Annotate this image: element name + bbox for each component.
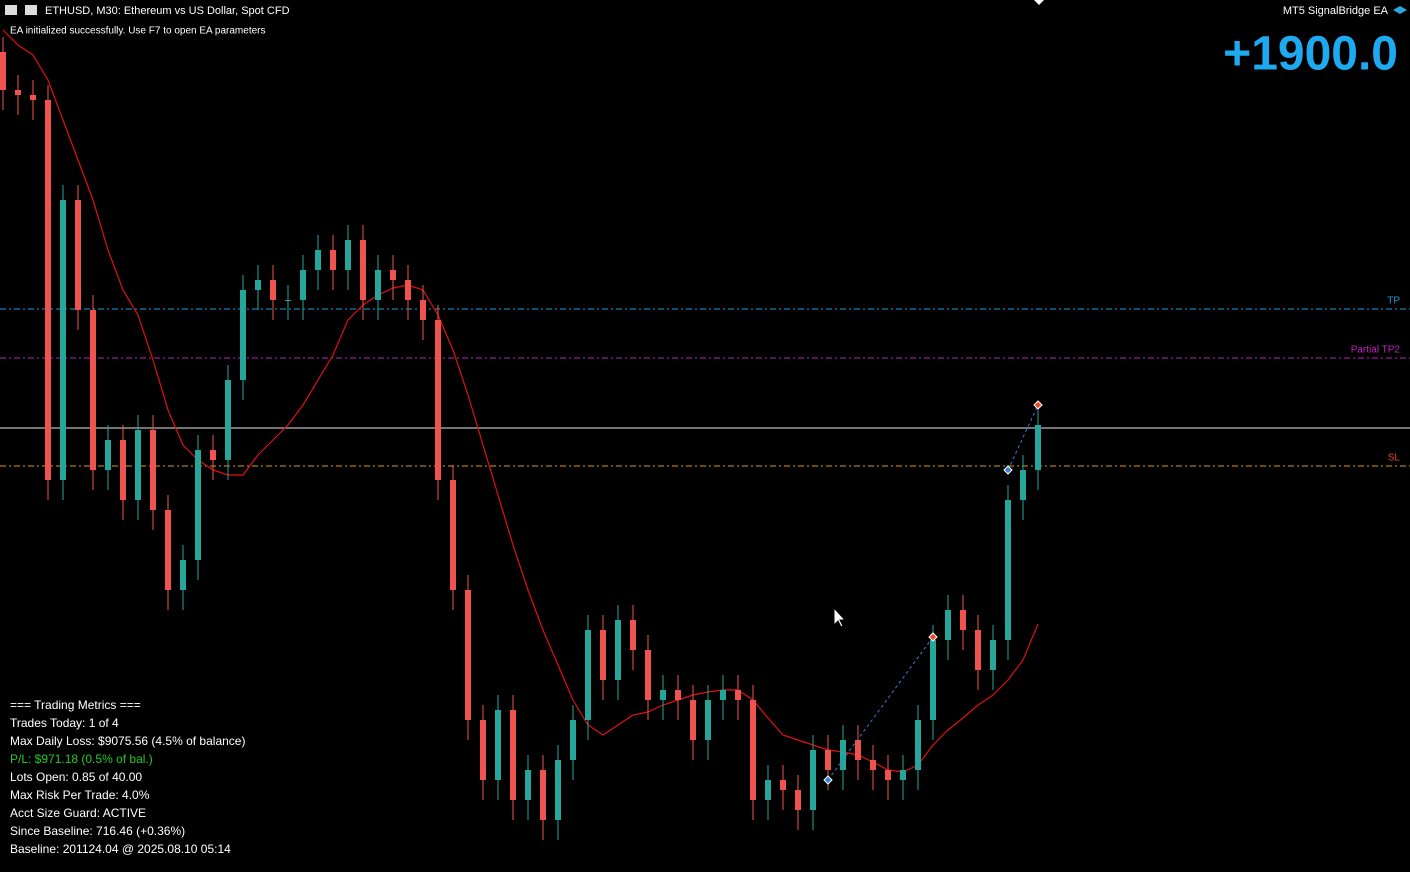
candle-body <box>780 780 786 790</box>
trade-entry <box>1003 465 1013 475</box>
candle-body <box>270 280 276 300</box>
ea-icon[interactable] <box>1393 6 1407 14</box>
candle-body <box>30 95 36 100</box>
candle-body <box>255 280 261 290</box>
chart-icon[interactable] <box>25 5 37 15</box>
trade-exit <box>928 632 938 642</box>
candle-body <box>315 250 321 270</box>
candle-body <box>1005 500 1011 640</box>
candle-body <box>120 440 126 500</box>
candle-body <box>45 100 51 480</box>
candle-body <box>675 690 681 700</box>
candle-body <box>1020 470 1026 500</box>
candle-body <box>810 750 816 810</box>
candle-body <box>630 620 636 650</box>
candle-body <box>330 250 336 270</box>
candle-body <box>525 770 531 800</box>
candle-body <box>135 430 141 500</box>
candle-body <box>1035 425 1041 470</box>
candle-body <box>585 630 591 720</box>
candle-body <box>840 740 846 770</box>
metric-line: Max Daily Loss: $9075.56 (4.5% of balanc… <box>10 734 245 748</box>
candle-body <box>945 610 951 640</box>
menu-icon[interactable] <box>5 5 17 15</box>
candle-body <box>795 790 801 810</box>
candle-body <box>225 380 231 460</box>
candle-body <box>210 450 216 460</box>
scroll-marker <box>1034 0 1044 5</box>
candle-body <box>150 430 156 510</box>
candle-body <box>435 320 441 480</box>
candle-body <box>240 290 246 380</box>
candle-body <box>900 770 906 780</box>
candle-body <box>975 630 981 670</box>
candle-body <box>615 620 621 680</box>
candle-body <box>555 760 561 820</box>
metrics-title: === Trading Metrics === <box>10 698 141 712</box>
metric-line: Lots Open: 0.85 of 40.00 <box>10 770 142 784</box>
candle-body <box>495 710 501 780</box>
candle-body <box>915 720 921 770</box>
candle-body <box>450 480 456 590</box>
candle-body <box>660 690 666 700</box>
candle-body <box>870 760 876 770</box>
candle-body <box>990 640 996 670</box>
candle-body <box>165 510 171 590</box>
trade-exit <box>1033 400 1043 410</box>
candle-body <box>90 310 96 470</box>
metric-line: Baseline: 201124.04 @ 2025.08.10 05:14 <box>10 842 231 856</box>
candle-body <box>180 560 186 590</box>
candle-body <box>75 200 81 310</box>
candle-body <box>405 280 411 300</box>
candle-body <box>0 52 6 90</box>
candle-body <box>735 690 741 700</box>
candle-body <box>570 720 576 760</box>
candle-body <box>510 710 516 800</box>
metric-line: Since Baseline: 716.46 (+0.36%) <box>10 824 185 838</box>
candle-body <box>60 200 66 480</box>
ea-name: MT5 SignalBridge EA <box>1283 5 1389 17</box>
metric-line: P/L: $971.18 (0.5% of bal.) <box>10 752 153 766</box>
symbol-title: ETHUSD, M30: Ethereum vs US Dollar, Spot… <box>45 5 290 17</box>
candle-body <box>465 590 471 720</box>
candle-body <box>195 450 201 560</box>
candle-body <box>15 90 21 95</box>
candle-body <box>765 780 771 800</box>
candle-body <box>480 720 486 780</box>
level-label: SL <box>1388 453 1401 464</box>
candle-body <box>600 630 606 680</box>
candle-body <box>720 690 726 700</box>
candle-body <box>930 640 936 720</box>
metric-line: Acct Size Guard: ACTIVE <box>10 806 146 820</box>
candle-body <box>420 300 426 320</box>
candle-body <box>105 440 111 470</box>
candle-body <box>390 270 396 280</box>
level-label: Partial TP2 <box>1351 345 1401 356</box>
candle-body <box>300 270 306 300</box>
profit-display: +1900.0 <box>1223 28 1398 81</box>
metric-line: Trades Today: 1 of 4 <box>10 716 119 730</box>
metric-line: Max Risk Per Trade: 4.0% <box>10 788 150 802</box>
status-message: EA initialized successfully. Use F7 to o… <box>10 26 266 37</box>
candle-body <box>960 610 966 630</box>
mouse-cursor <box>833 606 847 628</box>
level-label: TP <box>1387 296 1400 307</box>
candle-body <box>825 750 831 770</box>
candle-body <box>375 270 381 300</box>
candle-body <box>705 700 711 740</box>
candle-body <box>345 240 351 270</box>
candle-body <box>540 770 546 820</box>
candle-body <box>645 650 651 700</box>
candle-body <box>690 700 696 740</box>
candle-body <box>360 240 366 300</box>
candle-body <box>285 300 291 301</box>
candle-body <box>885 770 891 780</box>
trade-entry <box>823 775 833 785</box>
candle-body <box>855 740 861 760</box>
candle-body <box>750 700 756 800</box>
moving-average <box>2 29 1039 773</box>
